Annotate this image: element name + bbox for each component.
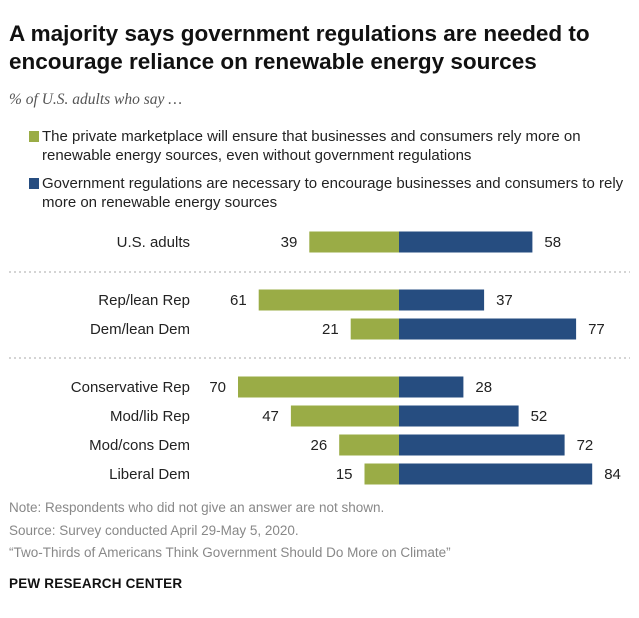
bar-private — [350, 318, 399, 340]
legend-item-private: The private marketplace will ensure that… — [29, 127, 627, 165]
category-label: Mod/cons Dem — [89, 437, 190, 454]
value-label-government: 37 — [496, 292, 513, 309]
bar-private — [290, 405, 399, 427]
category-label: U.S. adults — [117, 234, 190, 251]
bar-government — [399, 376, 464, 398]
category-label: Mod/lib Rep — [110, 408, 190, 425]
value-label-private: 61 — [230, 292, 247, 309]
chart-source: Source: Survey conducted April 29-May 5,… — [9, 523, 299, 538]
bar-government — [399, 231, 533, 253]
bar-government — [399, 318, 577, 340]
value-label-government: 72 — [577, 437, 594, 454]
bar-private — [309, 231, 399, 253]
value-label-private: 26 — [311, 437, 328, 454]
legend-label-government: Government regulations are necessary to … — [42, 175, 624, 211]
legend-swatch-private — [29, 131, 39, 142]
legend-swatch-government — [29, 178, 39, 189]
value-label-government: 84 — [604, 466, 621, 483]
bar-government — [399, 434, 565, 456]
value-label-private: 15 — [336, 466, 353, 483]
value-label-government: 77 — [588, 321, 605, 338]
category-label: Dem/lean Dem — [90, 321, 190, 338]
bar-private — [339, 434, 399, 456]
chart-report-title: “Two-Thirds of Americans Think Governmen… — [9, 545, 451, 560]
bar-private — [258, 289, 399, 311]
bar-government — [399, 289, 485, 311]
category-label: Liberal Dem — [109, 466, 190, 483]
value-label-government: 28 — [475, 379, 492, 396]
chart-title: A majority says government regulations a… — [9, 21, 590, 74]
value-label-private: 47 — [262, 408, 279, 425]
bar-government — [399, 463, 593, 485]
category-label: Rep/lean Rep — [98, 292, 190, 309]
chart-subtitle: % of U.S. adults who say … — [9, 91, 183, 108]
pew-logo-text: PEW RESEARCH CENTER — [9, 576, 183, 591]
value-label-private: 70 — [209, 379, 226, 396]
category-label: Conservative Rep — [71, 379, 190, 396]
bar-private — [364, 463, 399, 485]
value-label-government: 52 — [531, 408, 548, 425]
legend-item-government: Government regulations are necessary to … — [29, 174, 627, 212]
value-label-government: 58 — [544, 234, 561, 251]
bar-government — [399, 405, 519, 427]
chart-note: Note: Respondents who did not give an an… — [9, 500, 385, 515]
value-label-private: 39 — [281, 234, 298, 251]
value-label-private: 21 — [322, 321, 339, 338]
bar-private — [238, 376, 399, 398]
legend-label-private: The private marketplace will ensure that… — [42, 128, 581, 164]
